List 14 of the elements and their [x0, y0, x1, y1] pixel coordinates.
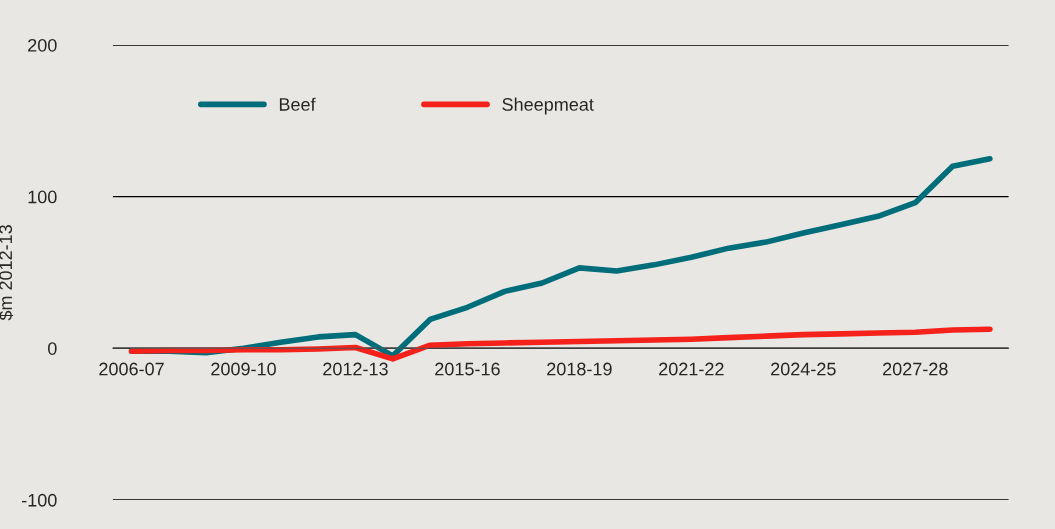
- y-tick-label: -100: [22, 493, 57, 507]
- x-tick-label: 2006-07: [99, 362, 164, 376]
- x-tick-label: 2012-13: [323, 362, 388, 376]
- y-tick-label: 0: [47, 342, 57, 355]
- x-tick-label: 2021-22: [659, 362, 724, 376]
- legend-label: Sheepmeat: [502, 97, 594, 115]
- x-tick-label: 2009-10: [211, 362, 276, 376]
- y-tick-label: 100: [28, 190, 57, 204]
- x-tick-label: 2015-16: [435, 362, 500, 376]
- y-tick-label: 200: [28, 38, 57, 52]
- x-tick-label: 2027-28: [883, 362, 948, 376]
- x-tick-label: 2018-19: [547, 362, 612, 376]
- x-tick-label: 2024-25: [771, 362, 836, 376]
- legend-label: Beef: [279, 97, 316, 111]
